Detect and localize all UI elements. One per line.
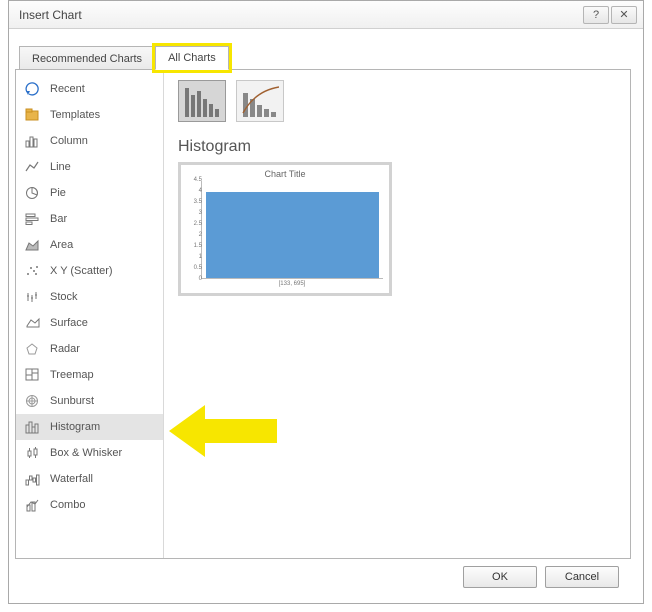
dialog-body: Recommended Charts All Charts Recent Temp… <box>9 29 643 603</box>
chart-subtype-pane: Histogram Chart Title 4.543.532.521.510.… <box>164 70 630 558</box>
button-label: OK <box>492 571 508 583</box>
sidebar-item-column[interactable]: Column <box>16 128 163 154</box>
chart-type-sidebar: Recent Templates Column Line Pie Bar Area X Y (… <box>16 70 164 558</box>
sidebar-item-combo[interactable]: Combo <box>16 492 163 518</box>
sidebar-item-waterfall[interactable]: Waterfall <box>16 466 163 492</box>
box-icon <box>24 445 42 461</box>
sidebar-item-box[interactable]: Box & Whisker <box>16 440 163 466</box>
sidebar-item-treemap[interactable]: Treemap <box>16 362 163 388</box>
bar-icon <box>24 211 42 227</box>
templates-icon <box>24 107 42 123</box>
pareto-icon <box>241 83 279 117</box>
sidebar-item-label: Templates <box>50 109 100 121</box>
sidebar-item-pie[interactable]: Pie <box>16 180 163 206</box>
tab-all-charts[interactable]: All Charts <box>155 46 229 70</box>
histogram-bar <box>206 192 379 278</box>
tab-label: All Charts <box>168 52 216 64</box>
tabstrip: Recommended Charts All Charts <box>15 41 631 69</box>
cancel-button[interactable]: Cancel <box>545 566 619 588</box>
sidebar-item-label: Stock <box>50 291 78 303</box>
sidebar-item-area[interactable]: Area <box>16 232 163 258</box>
combo-icon <box>24 497 42 513</box>
column-icon <box>24 133 42 149</box>
treemap-icon <box>24 367 42 383</box>
sidebar-item-label: Line <box>50 161 71 173</box>
sidebar-item-label: Bar <box>50 213 67 225</box>
line-icon <box>24 159 42 175</box>
sidebar-item-label: Treemap <box>50 369 94 381</box>
help-icon: ? <box>593 9 599 21</box>
sidebar-item-label: Histogram <box>50 421 100 433</box>
histogram-icon <box>24 419 42 435</box>
histogram-icon <box>185 85 219 117</box>
sidebar-item-histogram[interactable]: Histogram <box>16 414 163 440</box>
subtype-title: Histogram <box>178 138 616 156</box>
sidebar-item-label: X Y (Scatter) <box>50 265 113 277</box>
tab-content: Recent Templates Column Line Pie Bar Area X Y (… <box>15 69 631 559</box>
chart-title: Chart Title <box>187 169 383 179</box>
window-title: Insert Chart <box>19 8 82 22</box>
sunburst-icon <box>24 393 42 409</box>
sidebar-item-surface[interactable]: Surface <box>16 310 163 336</box>
radar-icon <box>24 341 42 357</box>
sidebar-item-label: Radar <box>50 343 80 355</box>
sidebar-item-label: Waterfall <box>50 473 93 485</box>
close-button[interactable]: ✕ <box>611 6 637 24</box>
chart-plot-area: 4.543.532.521.510.50 <box>201 181 383 279</box>
area-icon <box>24 237 42 253</box>
chart-preview[interactable]: Chart Title 4.543.532.521.510.50 [133, 6… <box>178 162 392 296</box>
sidebar-item-label: Combo <box>50 499 85 511</box>
pie-icon <box>24 185 42 201</box>
sidebar-item-label: Box & Whisker <box>50 447 122 459</box>
subtype-histogram[interactable] <box>178 80 226 122</box>
sidebar-item-line[interactable]: Line <box>16 154 163 180</box>
stock-icon <box>24 289 42 305</box>
sidebar-item-label: Surface <box>50 317 88 329</box>
sidebar-item-label: Pie <box>50 187 66 199</box>
sidebar-item-label: Sunburst <box>50 395 94 407</box>
sidebar-item-bar[interactable]: Bar <box>16 206 163 232</box>
y-axis-labels: 4.543.532.521.510.50 <box>188 177 202 282</box>
tab-label: Recommended Charts <box>32 53 142 65</box>
waterfall-icon <box>24 471 42 487</box>
sidebar-item-recent[interactable]: Recent <box>16 76 163 102</box>
ok-button[interactable]: OK <box>463 566 537 588</box>
help-button[interactable]: ? <box>583 6 609 24</box>
subtype-thumbnails <box>178 80 616 122</box>
x-axis-label: [133, 695] <box>201 281 383 287</box>
sidebar-item-label: Column <box>50 135 88 147</box>
surface-icon <box>24 315 42 331</box>
dialog-buttons: OK Cancel <box>15 559 631 595</box>
sidebar-item-sunburst[interactable]: Sunburst <box>16 388 163 414</box>
recent-icon <box>24 81 42 97</box>
scatter-icon <box>24 263 42 279</box>
subtype-pareto[interactable] <box>236 80 284 122</box>
sidebar-item-label: Recent <box>50 83 85 95</box>
titlebar: Insert Chart ? ✕ <box>9 1 643 29</box>
sidebar-item-label: Area <box>50 239 73 251</box>
close-icon: ✕ <box>619 8 628 21</box>
button-label: Cancel <box>565 571 599 583</box>
sidebar-item-scatter[interactable]: X Y (Scatter) <box>16 258 163 284</box>
tab-recommended-charts[interactable]: Recommended Charts <box>19 46 155 70</box>
sidebar-item-radar[interactable]: Radar <box>16 336 163 362</box>
insert-chart-dialog: Insert Chart ? ✕ Recommended Charts All … <box>8 0 644 604</box>
sidebar-item-templates[interactable]: Templates <box>16 102 163 128</box>
sidebar-item-stock[interactable]: Stock <box>16 284 163 310</box>
